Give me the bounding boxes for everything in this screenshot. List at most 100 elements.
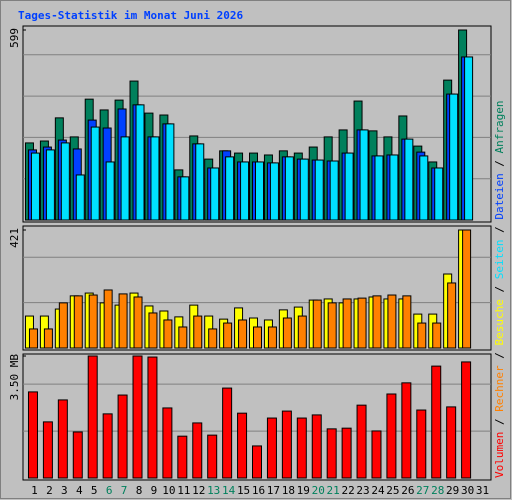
bar: [45, 149, 55, 221]
bar: [237, 412, 248, 479]
x-tick-label: 16: [252, 484, 265, 497]
bar: [419, 155, 429, 221]
bar: [372, 295, 382, 349]
bar: [252, 445, 262, 479]
bar: [72, 431, 83, 479]
legend-separator: /: [493, 412, 506, 432]
bar: [327, 302, 337, 349]
bar: [238, 319, 248, 349]
bar: [28, 328, 38, 349]
bar: [58, 302, 68, 349]
bar: [434, 167, 444, 221]
bar: [87, 355, 98, 479]
bar: [75, 174, 85, 221]
bar: [223, 322, 233, 349]
bar: [389, 154, 399, 221]
legend-entry: Anfragen: [493, 100, 506, 153]
bar: [326, 428, 337, 479]
bar: [150, 136, 160, 221]
bar: [147, 356, 158, 479]
bar: [374, 155, 384, 221]
bar: [371, 430, 382, 479]
bar: [133, 296, 143, 349]
bar: [225, 156, 235, 221]
bar: [417, 322, 427, 349]
bar: [341, 427, 352, 479]
bar: [27, 391, 38, 479]
bar: [240, 161, 250, 221]
x-tick-label: 18: [282, 484, 295, 497]
x-tick-label: 30: [461, 484, 474, 497]
bar: [432, 322, 442, 349]
bar: [461, 361, 472, 479]
bar: [312, 299, 322, 349]
bar: [135, 104, 145, 221]
x-tick-label: 5: [91, 484, 98, 497]
bar: [356, 404, 367, 479]
x-tick-label: 28: [431, 484, 444, 497]
bar: [329, 160, 339, 221]
x-tick-label: 27: [416, 484, 429, 497]
legend-entry: Seiten: [493, 240, 506, 280]
bar: [208, 328, 218, 349]
x-tick-label: 20: [312, 484, 325, 497]
x-tick-label: 24: [371, 484, 385, 497]
bar: [117, 394, 128, 479]
bar: [386, 393, 397, 479]
bar: [57, 399, 68, 479]
legend-separator: /: [493, 279, 506, 299]
bar: [103, 289, 113, 349]
bar: [207, 434, 218, 479]
bar: [90, 126, 100, 221]
legend-entry: Besuche: [493, 299, 506, 345]
bar: [180, 176, 190, 221]
legend-entry: Dateien: [493, 173, 506, 219]
x-tick-label: 22: [341, 484, 354, 497]
bar: [416, 409, 427, 479]
bar: [132, 355, 143, 479]
bar: [30, 152, 40, 221]
x-tick-label: 14: [222, 484, 236, 497]
x-tick-label: 31: [476, 484, 489, 497]
x-tick-label: 2: [46, 484, 53, 497]
bar: [266, 417, 277, 479]
bar: [404, 138, 414, 221]
x-tick-label: 12: [192, 484, 205, 497]
bar: [43, 328, 53, 349]
bar: [222, 387, 233, 479]
bar: [387, 294, 397, 349]
bar: [281, 410, 292, 479]
bar: [42, 421, 53, 479]
bar: [342, 298, 352, 349]
bar: [162, 407, 173, 479]
bar: [447, 282, 457, 349]
bar: [431, 365, 442, 479]
x-tick-label: 10: [162, 484, 175, 497]
bar: [253, 326, 262, 349]
x-tick-label: 4: [76, 484, 83, 497]
bar: [284, 156, 294, 221]
legend-entry: Volumen: [493, 432, 506, 478]
x-tick-label: 25: [386, 484, 399, 497]
x-tick-label: 29: [446, 484, 459, 497]
bar: [195, 143, 205, 221]
bar: [255, 161, 264, 221]
bar: [359, 129, 369, 221]
bar: [446, 406, 457, 479]
bar: [269, 162, 279, 221]
bar: [88, 294, 98, 349]
y-tick-label: 599: [8, 28, 21, 48]
bar: [344, 152, 354, 221]
bar: [118, 293, 128, 349]
bar: [148, 312, 158, 349]
bar: [120, 136, 130, 221]
legend-separator: /: [493, 346, 506, 366]
bar: [163, 319, 173, 349]
legend-separator: /: [493, 220, 506, 240]
bar: [102, 413, 113, 479]
x-tick-label: 17: [267, 484, 280, 497]
x-tick-label: 19: [297, 484, 310, 497]
x-tick-label: 9: [151, 484, 158, 497]
x-tick-label: 11: [177, 484, 190, 497]
